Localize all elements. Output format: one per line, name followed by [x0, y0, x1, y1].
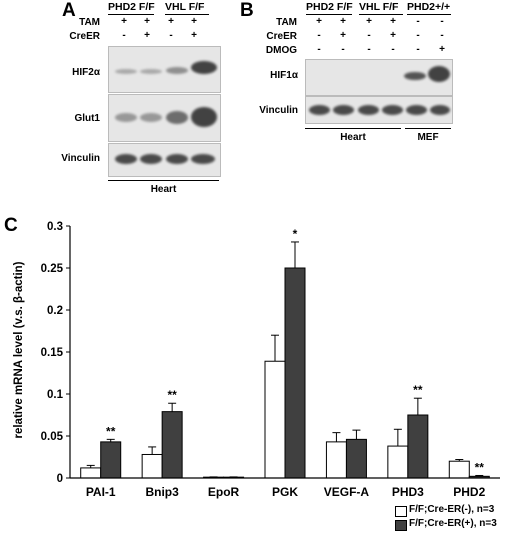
panel-b-creer-mark: + — [340, 30, 346, 41]
bar — [284, 267, 306, 479]
legend-label-cre-pos: F/F;Cre-ER(+), n=3 — [409, 518, 497, 529]
significance-marker: ** — [475, 460, 485, 474]
panel-a-tam-label: TAM — [79, 17, 100, 28]
x-tick-label: VEGF-A — [324, 485, 370, 499]
panel-b-creer-mark: + — [390, 30, 396, 41]
bar — [407, 414, 429, 479]
significance-marker: ** — [106, 424, 116, 438]
panel-b-blot-label-vinculin: Vinculin — [259, 105, 298, 116]
panel-a-tam-mark: + — [191, 16, 197, 27]
panel-a-blot-label-hif2a: HIF2α — [72, 67, 100, 78]
panel-a-creer-mark: - — [122, 30, 126, 41]
panel-b-dmog-mark: + — [439, 44, 445, 55]
panel-a-blot-label-glut1: Glut1 — [74, 113, 100, 124]
panel-b-dmog-mark: - — [391, 44, 395, 55]
bar — [448, 460, 470, 479]
chart-y-axis-label: relative mRNA level (v.s. β-actin) — [13, 261, 25, 438]
x-tick-label: Bnip3 — [145, 485, 179, 499]
panel-b-dmog-mark: - — [317, 44, 321, 55]
y-tick-label: 0.1 — [47, 389, 64, 401]
panel-b-group-vhlff-underline — [359, 14, 403, 15]
panel-a-group-vhl-underline — [165, 14, 209, 15]
panel-b-creer-mark: - — [317, 30, 321, 41]
panel-c-letter: C — [4, 215, 18, 236]
bar — [141, 453, 163, 479]
significance-marker: ** — [413, 383, 423, 397]
panel-b-dmog-mark: - — [416, 44, 420, 55]
bar — [345, 438, 367, 479]
bar — [387, 445, 409, 479]
panel-a-creer-mark: + — [144, 30, 150, 41]
panel-b-group-phd2wt: PHD2+/+ — [407, 1, 451, 13]
panel-b-blot-vinculin — [305, 96, 453, 124]
panel-a-group-phd2-underline — [108, 14, 154, 15]
x-tick-label: EpoR — [208, 485, 240, 499]
x-tick-label: PHD2 — [453, 485, 485, 499]
x-tick-label: PAI-1 — [86, 485, 116, 499]
panel-b-dmog-mark: - — [341, 44, 345, 55]
panel-a-blot-glut1 — [108, 94, 221, 142]
panel-a-creer-label: CreER — [69, 31, 100, 42]
panel-a-blot-label-vinculin: Vinculin — [61, 153, 100, 164]
panel-a-blot-vinculin — [108, 143, 221, 177]
y-tick-label: 0.25 — [41, 263, 64, 275]
panel-b-creer-mark: - — [367, 30, 371, 41]
panel-a-creer-mark: - — [169, 30, 173, 41]
significance-marker: ** — [167, 388, 177, 402]
panel-b-creer-mark: - — [416, 30, 420, 41]
panel-b-mef-underline — [405, 128, 451, 129]
panel-b-dmog-label: DMOG — [265, 45, 297, 56]
panel-b-tissue-heart: Heart — [340, 132, 366, 143]
panel-a-tam-mark: + — [168, 16, 174, 27]
panel-b-letter: B — [240, 0, 254, 21]
panel-a-tam-mark: + — [144, 16, 150, 27]
panel-b-group-phd2ff: PHD2 F/F — [306, 1, 353, 13]
panel-b-tam-mark: + — [316, 16, 322, 27]
y-tick-label: 0.2 — [47, 305, 63, 317]
x-tick-label: PGK — [272, 485, 298, 499]
significance-marker: * — [293, 227, 298, 241]
panel-b-tissue-mef: MEF — [417, 132, 439, 143]
x-tick-label: PHD3 — [392, 485, 424, 499]
panel-b-group-vhlff: VHL F/F — [359, 1, 399, 13]
panel-b-tam-label: TAM — [276, 17, 297, 28]
panel-b-dmog-mark: - — [367, 44, 371, 55]
y-tick-label: 0.3 — [47, 221, 63, 233]
y-tick-label: 0.15 — [41, 347, 64, 359]
panel-b-heart-underline — [305, 128, 401, 129]
panel-b-blot-hif1a — [305, 59, 453, 96]
panel-b-tam-mark: - — [416, 16, 420, 27]
panel-b-tam-mark: + — [340, 16, 346, 27]
bar — [161, 411, 183, 479]
panel-b-tam-mark: + — [390, 16, 396, 27]
panel-a-tissue-label: Heart — [150, 184, 177, 195]
bar — [80, 467, 102, 479]
bar — [100, 441, 122, 479]
panel-b-creer-mark: - — [440, 30, 444, 41]
panel-a-group-phd2: PHD2 F/F — [108, 1, 155, 13]
panel-a-creer-mark: + — [191, 30, 197, 41]
panel-a-letter: A — [62, 0, 76, 21]
panel-b-tam-mark: + — [366, 16, 372, 27]
panel-a-tissue-underline — [108, 180, 219, 181]
panel-b-group-phd2ff-underline — [306, 14, 352, 15]
y-tick-label: 0.05 — [41, 431, 64, 443]
panel-b-group-phd2wt-underline — [407, 14, 451, 15]
panel-a-blot-hif2a — [108, 46, 221, 93]
legend-swatch-cre-neg — [395, 506, 407, 517]
panel-a-tam-mark: + — [121, 16, 127, 27]
panel-a-group-vhl: VHL F/F — [165, 1, 205, 13]
bar — [325, 441, 347, 479]
panel-b-creer-label: CreER — [266, 31, 297, 42]
y-tick-label: 0 — [57, 473, 63, 485]
panel-b-blot-label-hif1a: HIF1α — [270, 70, 298, 81]
legend-label-cre-neg: F/F;Cre-ER(-), n=3 — [409, 504, 495, 515]
panel-b-tam-mark: - — [440, 16, 444, 27]
legend-swatch-cre-pos — [395, 520, 407, 531]
bar — [264, 360, 286, 479]
